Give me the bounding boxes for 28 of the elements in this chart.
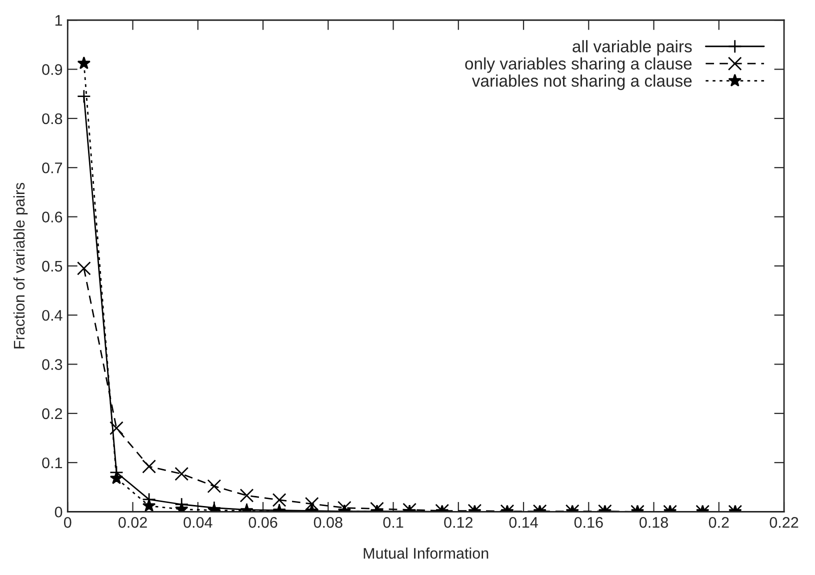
x-tick-label: 0.1 xyxy=(383,517,404,528)
x-tick-label: 0.22 xyxy=(770,517,798,528)
x-tick-label: 0.08 xyxy=(314,517,342,528)
x-tick-label: 0.14 xyxy=(509,517,538,528)
y-tick-label: 0.9 xyxy=(42,64,62,75)
x-tick-label: 0 xyxy=(64,517,72,528)
y-tick-label: 0.1 xyxy=(42,457,62,468)
x-tick-label: 0.04 xyxy=(184,517,212,528)
y-axis-title: Fraction of variable pairs xyxy=(13,182,28,348)
y-tick-label: 0.2 xyxy=(42,408,62,420)
x-tick-label: 0.02 xyxy=(118,517,147,528)
x-tick-label: 0.06 xyxy=(248,517,278,528)
y-tick-label: 0.5 xyxy=(42,260,62,272)
y-tick-label: 0.3 xyxy=(42,359,62,370)
legend-label: variables not sharing a clause xyxy=(472,74,692,90)
x-tick-label: 0.2 xyxy=(708,517,729,528)
y-tick-label: 0.8 xyxy=(42,113,62,124)
y-tick-label: 0.7 xyxy=(42,162,62,174)
x-tick-label: 0.16 xyxy=(574,517,603,528)
y-tick-label: 0 xyxy=(54,506,62,518)
x-tick-label: 0.18 xyxy=(640,517,668,528)
x-axis-title: Mutual Information xyxy=(364,548,488,559)
legend-label: only variables sharing a clause xyxy=(465,57,692,73)
y-tick-label: 0.4 xyxy=(42,310,62,321)
y-tick-label: 1 xyxy=(55,15,62,26)
y-tick-label: 0.6 xyxy=(42,212,62,222)
legend-label: all variable pairs xyxy=(572,40,692,56)
x-tick-label: 0.12 xyxy=(444,517,472,528)
